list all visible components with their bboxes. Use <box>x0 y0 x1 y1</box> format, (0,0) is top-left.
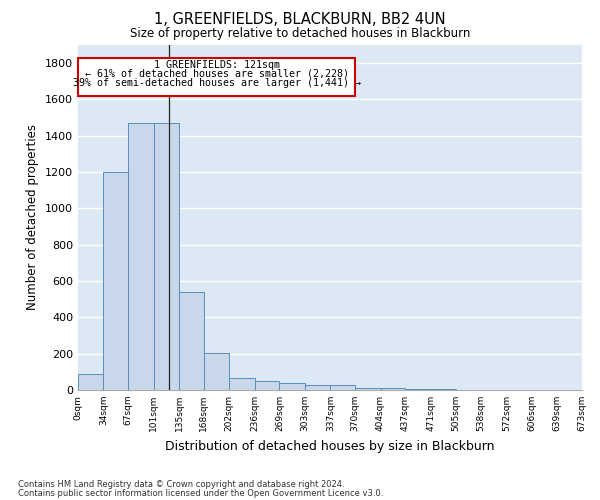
Bar <box>331 385 355 390</box>
Bar <box>128 123 154 390</box>
Text: ← 61% of detached houses are smaller (2,228): ← 61% of detached houses are smaller (2,… <box>85 68 349 78</box>
Bar <box>280 383 305 390</box>
Bar <box>405 389 431 390</box>
Bar <box>380 388 405 390</box>
Bar <box>431 389 456 390</box>
X-axis label: Distribution of detached houses by size in Blackburn: Distribution of detached houses by size … <box>165 440 495 452</box>
Bar <box>154 123 179 390</box>
Bar <box>179 292 204 390</box>
FancyBboxPatch shape <box>78 58 355 96</box>
Text: 39% of semi-detached houses are larger (1,441) →: 39% of semi-detached houses are larger (… <box>73 78 361 88</box>
Text: Size of property relative to detached houses in Blackburn: Size of property relative to detached ho… <box>130 28 470 40</box>
Text: Contains HM Land Registry data © Crown copyright and database right 2024.: Contains HM Land Registry data © Crown c… <box>18 480 344 489</box>
Bar <box>103 172 128 390</box>
Bar <box>78 374 103 390</box>
Bar <box>255 382 280 390</box>
Y-axis label: Number of detached properties: Number of detached properties <box>26 124 40 310</box>
Text: 1, GREENFIELDS, BLACKBURN, BB2 4UN: 1, GREENFIELDS, BLACKBURN, BB2 4UN <box>154 12 446 28</box>
Bar <box>229 378 255 390</box>
Text: 1 GREENFIELDS: 121sqm: 1 GREENFIELDS: 121sqm <box>154 60 280 70</box>
Bar <box>204 353 229 390</box>
Bar <box>355 388 380 390</box>
Text: Contains public sector information licensed under the Open Government Licence v3: Contains public sector information licen… <box>18 489 383 498</box>
Bar <box>305 385 331 390</box>
